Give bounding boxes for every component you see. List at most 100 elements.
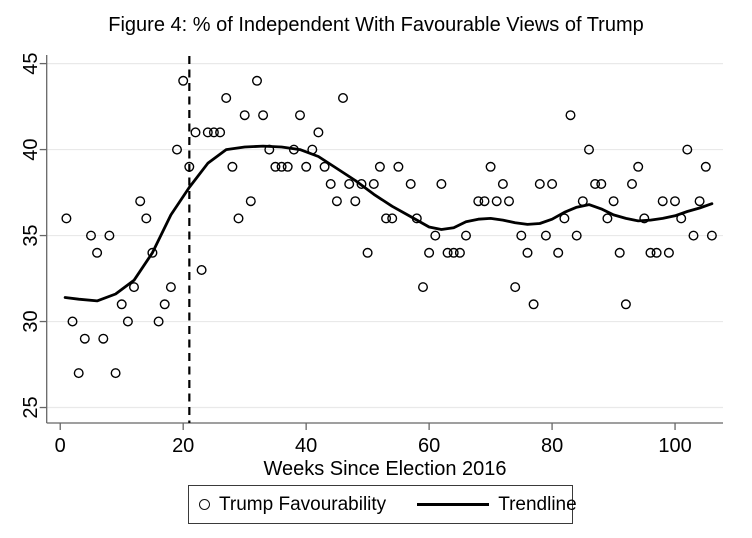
- x-tick-label: 40: [295, 435, 317, 457]
- scatter-point: [202, 127, 213, 138]
- scatter-point: [98, 333, 109, 344]
- scatter-point: [295, 110, 306, 121]
- legend-label-trendline: Trendline: [498, 493, 577, 515]
- scatter-marker-icon: [199, 499, 210, 510]
- y-tick-label: 30: [20, 310, 42, 332]
- scatter-point: [682, 144, 693, 155]
- x-tick-label: 100: [658, 435, 691, 457]
- scatter-point: [282, 161, 293, 172]
- scatter-point: [491, 196, 502, 207]
- scatter-point: [590, 178, 601, 189]
- scatter-point: [534, 178, 545, 189]
- scatter-point: [657, 196, 668, 207]
- scatter-point: [387, 213, 398, 224]
- scatter-point: [147, 247, 158, 258]
- scatter-point: [393, 161, 404, 172]
- scatter-point: [331, 196, 342, 207]
- scatter-point: [356, 178, 367, 189]
- scatter-point: [381, 213, 392, 224]
- scatter-point: [608, 196, 619, 207]
- scatter-point: [104, 230, 115, 241]
- scatter-point: [522, 247, 533, 258]
- scatter-point: [344, 178, 355, 189]
- x-tick-label: 20: [172, 435, 194, 457]
- scatter-point: [208, 127, 219, 138]
- scatter-point: [528, 299, 539, 310]
- scatter-point: [479, 196, 490, 207]
- scatter-point: [61, 213, 72, 224]
- scatter-point: [430, 230, 441, 241]
- y-tick-label: 45: [20, 52, 42, 74]
- scatter-point: [325, 178, 336, 189]
- scatter-point: [313, 127, 324, 138]
- scatter-point: [350, 196, 361, 207]
- scatter-point: [602, 213, 613, 224]
- scatter-point: [424, 247, 435, 258]
- scatter-point: [596, 178, 607, 189]
- scatter-point: [135, 196, 146, 207]
- scatter-point: [171, 144, 182, 155]
- scatter-point: [153, 316, 164, 327]
- trendline-path: [63, 144, 714, 303]
- scatter-point: [553, 247, 564, 258]
- scatter-point: [362, 247, 373, 258]
- scatter-point: [627, 178, 638, 189]
- scatter-point: [184, 161, 195, 172]
- scatter-point: [540, 230, 551, 241]
- scatter-point: [215, 127, 226, 138]
- scatter-point: [258, 110, 269, 121]
- scatter-point: [461, 230, 472, 241]
- scatter-point: [418, 282, 429, 293]
- scatter-point: [85, 230, 96, 241]
- scatter-point: [405, 178, 416, 189]
- scatter-point: [651, 247, 662, 258]
- scatter-point: [614, 247, 625, 258]
- scatter-point: [510, 282, 521, 293]
- scatter-point: [301, 161, 312, 172]
- scatter-point: [251, 75, 262, 86]
- scatter-point: [645, 247, 656, 258]
- scatter-point: [116, 299, 127, 310]
- scatter-point: [178, 75, 189, 86]
- scatter-point: [442, 247, 453, 258]
- scatter-point: [584, 144, 595, 155]
- scatter-point: [319, 161, 330, 172]
- scatter-point: [706, 230, 717, 241]
- scatter-point: [128, 282, 139, 293]
- scatter-point: [374, 161, 385, 172]
- scatter-point: [663, 247, 674, 258]
- scatter-point: [448, 247, 459, 258]
- legend-box: Trump Favourability Trendline: [188, 485, 577, 524]
- y-tick-label: 35: [20, 224, 42, 246]
- scatter-point: [165, 282, 176, 293]
- legend-label-favourability: Trump Favourability: [219, 493, 387, 515]
- scatter-point: [110, 368, 121, 379]
- scatter-point: [473, 196, 484, 207]
- scatter-point: [79, 333, 90, 344]
- x-tick-label: 80: [541, 435, 563, 457]
- scatter-point: [159, 299, 170, 310]
- scatter-point: [688, 230, 699, 241]
- scatter-point: [227, 161, 238, 172]
- scatter-point: [565, 110, 576, 121]
- scatter-point: [239, 110, 250, 121]
- scatter-point: [504, 196, 515, 207]
- scatter-point: [559, 213, 570, 224]
- scatter-point: [497, 178, 508, 189]
- x-axis-title: Weeks Since Election 2016: [263, 458, 507, 480]
- scatter-point: [245, 196, 256, 207]
- scatter-point: [73, 368, 84, 379]
- scatter-point: [454, 247, 465, 258]
- chart-title: Figure 4: % of Independent With Favourab…: [108, 14, 644, 36]
- scatter-point: [270, 161, 281, 172]
- scatter-point: [196, 265, 207, 276]
- scatter-point: [639, 213, 650, 224]
- scatter-point: [571, 230, 582, 241]
- y-tick-label: 40: [20, 138, 42, 160]
- scatter-point: [694, 196, 705, 207]
- scatter-point: [436, 178, 447, 189]
- scatter-point: [516, 230, 527, 241]
- scatter-point: [547, 178, 558, 189]
